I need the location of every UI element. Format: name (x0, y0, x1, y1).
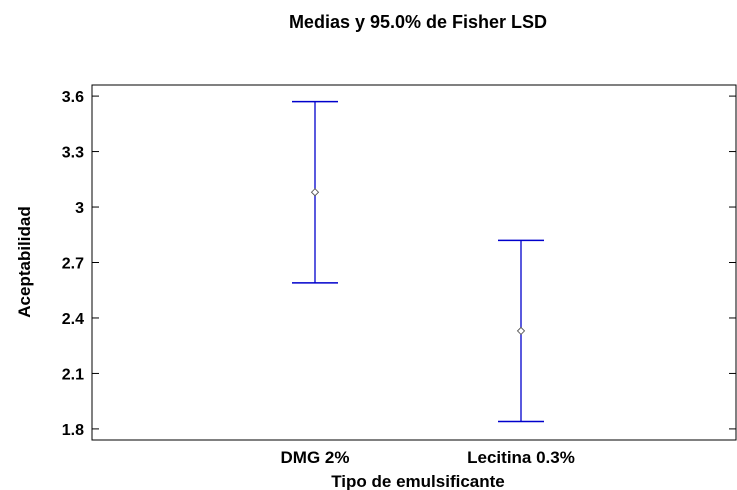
x-axis-label: Tipo de emulsificante (331, 472, 505, 490)
mean-point (310, 188, 320, 197)
y-tick-label: 2.1 (62, 366, 84, 383)
x-axis: DMG 2% Lecitina 0.3% (281, 448, 575, 467)
error-bars (292, 100, 544, 423)
y-axis-label: Aceptabilidad (15, 206, 34, 317)
y-axis: 1.8 2.1 2.4 2.7 3 3.3 3.6 (62, 89, 736, 439)
y-tick-label: 3 (75, 200, 84, 217)
x-category-label: Lecitina 0.3% (467, 448, 575, 467)
chart-title: Medias y 95.0% de Fisher LSD (289, 12, 547, 32)
y-tick-label: 3.3 (62, 145, 84, 162)
y-tick-label: 1.8 (62, 422, 84, 439)
y-tick-label: 2.7 (62, 256, 84, 273)
plot-frame (91, 84, 737, 441)
y-tick-label: 2.4 (62, 311, 84, 328)
mean-point (516, 326, 526, 336)
x-category-label: DMG 2% (281, 448, 350, 467)
y-tick-label: 3.6 (62, 89, 84, 106)
